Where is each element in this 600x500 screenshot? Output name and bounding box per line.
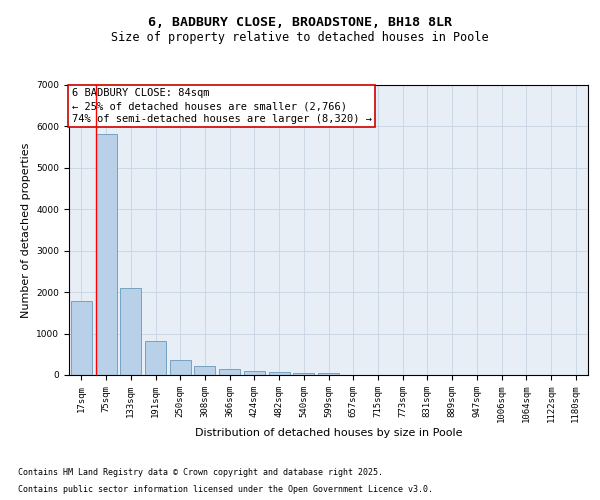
Bar (170, 360, 191, 375)
Text: Size of property relative to detached houses in Poole: Size of property relative to detached ho… (111, 31, 489, 44)
Y-axis label: Number of detached properties: Number of detached properties (21, 142, 31, 318)
Bar (71, 302, 92, 375)
Bar (244, 371, 265, 375)
Bar (95, 134, 116, 375)
Text: 6, BADBURY CLOSE, BROADSTONE, BH18 8LR: 6, BADBURY CLOSE, BROADSTONE, BH18 8LR (148, 16, 452, 29)
Bar (120, 288, 141, 375)
Bar (145, 341, 166, 375)
Bar (318, 374, 339, 375)
Bar (293, 372, 314, 375)
Bar (219, 369, 240, 375)
Bar (194, 366, 215, 375)
Text: Contains public sector information licensed under the Open Government Licence v3: Contains public sector information licen… (18, 484, 433, 494)
X-axis label: Distribution of detached houses by size in Poole: Distribution of detached houses by size … (195, 428, 462, 438)
Text: 6 BADBURY CLOSE: 84sqm
← 25% of detached houses are smaller (2,766)
74% of semi-: 6 BADBURY CLOSE: 84sqm ← 25% of detached… (71, 88, 371, 124)
Text: Contains HM Land Registry data © Crown copyright and database right 2025.: Contains HM Land Registry data © Crown c… (18, 468, 383, 477)
Bar (269, 372, 290, 375)
